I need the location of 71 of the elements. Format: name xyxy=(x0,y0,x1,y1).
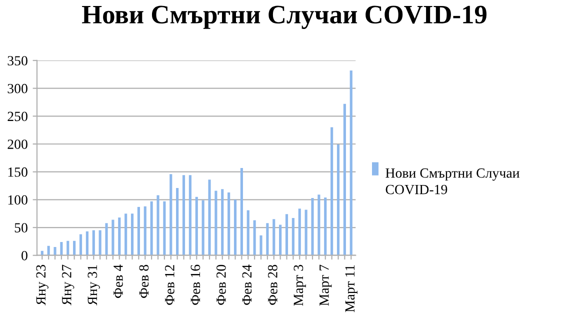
x-tick-label: Фев 12 xyxy=(165,265,174,305)
x-tick-label: Март 7 xyxy=(320,264,332,306)
y-tick-label: 300 xyxy=(8,84,28,94)
bar xyxy=(144,206,146,256)
bar xyxy=(54,247,56,256)
bar xyxy=(176,188,179,256)
y-tick-label: 250 xyxy=(8,112,28,122)
bar xyxy=(272,219,276,256)
x-tick-label: Март 3 xyxy=(294,264,306,306)
bar xyxy=(253,220,256,256)
bar xyxy=(311,198,314,256)
bar xyxy=(163,201,166,256)
bar xyxy=(79,234,82,256)
x-tick-label: Фев 24 xyxy=(242,264,252,305)
bar xyxy=(130,214,134,256)
bar xyxy=(343,104,346,256)
bar xyxy=(292,218,294,256)
bar xyxy=(318,194,320,256)
bar xyxy=(195,196,198,256)
bar xyxy=(105,223,108,256)
bar xyxy=(240,168,243,256)
bar xyxy=(60,242,63,256)
y-tick-label: 0 xyxy=(22,250,28,260)
x-tick-label: Яну 23 xyxy=(36,264,48,306)
bar xyxy=(208,180,211,256)
bar xyxy=(336,144,340,256)
bar xyxy=(266,223,269,256)
bar xyxy=(285,214,288,256)
bar xyxy=(112,220,114,256)
bar xyxy=(182,175,186,256)
bar xyxy=(228,192,230,256)
bar xyxy=(118,218,121,256)
bar xyxy=(246,210,250,256)
x-tick-label: Яну 31 xyxy=(88,265,100,306)
bar xyxy=(304,210,308,256)
bar xyxy=(202,200,204,256)
bar xyxy=(330,127,334,256)
bar xyxy=(350,70,352,256)
bar xyxy=(98,230,102,256)
bar xyxy=(188,175,192,256)
x-tick-label: Фев 20 xyxy=(216,264,226,305)
bar xyxy=(137,206,140,256)
bar xyxy=(324,197,327,256)
bar xyxy=(66,240,70,256)
x-tick-label: Яну 27 xyxy=(62,264,74,306)
bar xyxy=(92,230,95,256)
bar xyxy=(150,201,153,256)
bar xyxy=(47,246,50,256)
bar xyxy=(279,224,282,256)
y-tick-label: 50 xyxy=(14,223,28,232)
bar xyxy=(73,240,76,256)
bar xyxy=(86,231,88,256)
bar xyxy=(234,200,237,256)
bar xyxy=(260,235,262,256)
x-tick-label: Фев 8 xyxy=(139,264,149,298)
bar xyxy=(170,174,172,256)
bar xyxy=(221,189,224,256)
y-tick-label: 100 xyxy=(8,195,28,205)
x-tick-label: Фев 4 xyxy=(114,264,123,298)
bar xyxy=(156,195,160,256)
bar xyxy=(124,214,128,256)
legend-label: Нови Смъртни Случаи COVID-19 xyxy=(386,168,520,194)
x-tick-label: Фев 16 xyxy=(190,264,200,305)
y-tick-label: 150 xyxy=(8,167,28,177)
bar xyxy=(214,190,218,256)
y-tick-label: 200 xyxy=(8,140,28,149)
bar xyxy=(298,208,301,256)
x-tick-label: Фев 28 xyxy=(268,264,278,305)
x-tick-label: Март 11 xyxy=(345,265,358,312)
chart-title: Нови Смъртни Случаи COVID-19 xyxy=(82,6,486,29)
y-tick-label: 350 xyxy=(8,56,28,66)
